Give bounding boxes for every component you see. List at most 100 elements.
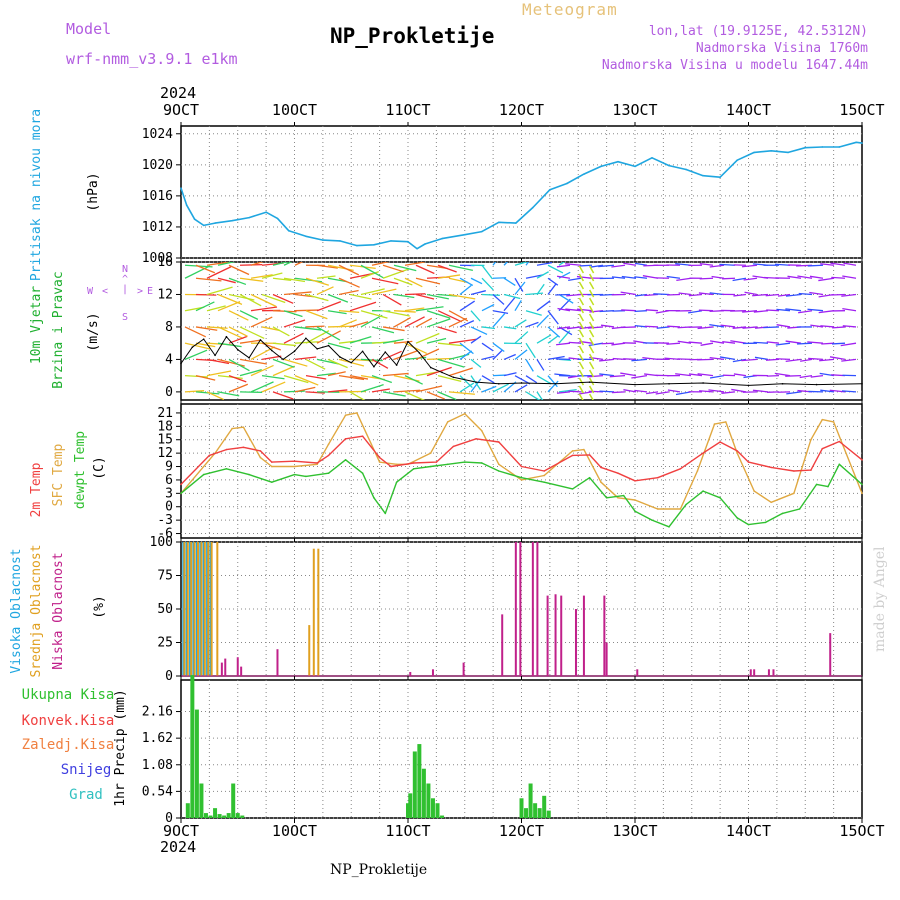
precip-bar <box>546 810 551 818</box>
sfc-temp-series-point <box>429 452 432 454</box>
wind-barb <box>514 375 531 385</box>
wind-barb <box>588 289 595 298</box>
wind-barb <box>525 321 539 328</box>
wind-barb <box>327 371 346 377</box>
wind-barb <box>393 340 413 344</box>
wind-barb <box>732 277 747 282</box>
wind-barb <box>327 342 351 350</box>
wind-barb <box>807 264 824 267</box>
temp-2m-series-point <box>600 466 602 469</box>
sfc-temp-series-point <box>242 426 245 429</box>
wind-barb <box>842 307 857 312</box>
wind-barb <box>556 342 571 346</box>
low-cloud-bar <box>409 671 412 676</box>
wind-speed-series-point <box>407 340 409 343</box>
low-cloud-bar <box>514 542 517 676</box>
dewpt-series-point <box>395 481 398 483</box>
wind-barb <box>588 345 595 354</box>
wind-barb <box>698 309 714 312</box>
wind-barb <box>349 391 366 400</box>
bottom-year-label: 2024 <box>160 838 196 856</box>
mid-cloud-bar <box>197 542 200 676</box>
temp-2m-series-point <box>475 438 477 440</box>
wind-barb <box>775 342 791 346</box>
meteogram-label: Meteogram <box>522 0 618 19</box>
wind-barb <box>184 326 207 338</box>
mid-cloud-bar <box>317 548 320 676</box>
mid-cloud-bar <box>210 542 213 676</box>
wind-barb <box>206 286 233 296</box>
wind-barb <box>818 277 835 282</box>
wind-barb <box>807 308 824 312</box>
wind-barb <box>776 324 791 328</box>
wind-barb <box>536 375 552 385</box>
wind-barb <box>437 342 463 347</box>
wind-barb <box>609 374 626 378</box>
wind-barb <box>821 342 835 345</box>
wind-barb <box>525 342 536 359</box>
precip-bar <box>417 744 422 818</box>
sfc-temp-series-point <box>498 463 500 466</box>
sfc-temp-series-point <box>713 423 716 425</box>
wind-barb <box>556 391 571 394</box>
mid-cloud-bar <box>203 542 206 676</box>
precip-bar <box>426 783 431 818</box>
wind-barb <box>829 389 846 393</box>
wind-barb <box>785 308 802 312</box>
wind-barb <box>448 367 473 377</box>
wind-barb <box>206 262 231 266</box>
y-tick-label: 75 <box>157 569 173 584</box>
precip-bar <box>199 783 204 818</box>
dewpt-series-point <box>327 472 330 475</box>
wind-barb <box>448 338 477 344</box>
wind-barb <box>699 277 714 280</box>
wind-speed-series-point <box>418 352 421 354</box>
wind-barb <box>578 281 585 290</box>
pressure-series-point <box>719 176 721 179</box>
wind-barb <box>588 369 595 378</box>
wind-barb <box>283 332 304 344</box>
wind-barb <box>206 326 228 329</box>
wind-barb <box>217 375 243 380</box>
compass-glyph: E <box>147 286 153 297</box>
wind-barb <box>644 293 659 297</box>
low-cloud-bar <box>546 595 549 676</box>
wind-barb <box>578 265 585 274</box>
precip-bar <box>235 813 240 818</box>
sfc-temp-series-point <box>725 421 727 423</box>
dewpt-series-point <box>543 481 545 483</box>
wind-barb <box>327 277 347 283</box>
wind-barb <box>272 293 294 304</box>
wind-barb <box>250 316 273 328</box>
dewpt-series-point <box>480 462 483 464</box>
wind-barb <box>448 317 468 328</box>
sfc-temp-series-point <box>617 497 619 499</box>
wind-barb <box>470 335 482 344</box>
precip-bar <box>524 808 529 818</box>
wind-barb <box>492 383 509 393</box>
dewpt-series-point <box>668 526 670 528</box>
wind-barb <box>588 281 595 290</box>
wind-barb <box>470 326 488 335</box>
wind-barb <box>415 277 441 285</box>
wind-barb <box>785 358 802 363</box>
wind-barb <box>404 375 423 385</box>
wind-barb <box>656 326 670 329</box>
bottom-time-tick: 14OCT <box>726 822 771 840</box>
pressure-series-point <box>463 233 466 236</box>
y-tick-label: 1024 <box>142 127 173 142</box>
precip-frozen-label: Zaledj.Kisa <box>22 737 115 753</box>
wind-barb <box>228 383 249 393</box>
dewpt-series-point <box>446 463 449 466</box>
wind-barb <box>261 293 286 304</box>
wind-barb <box>250 293 277 307</box>
pressure-series-point <box>651 157 653 159</box>
pressure-series-point <box>753 151 755 154</box>
wind-barb <box>722 277 736 280</box>
wind-barb <box>294 386 316 393</box>
wind-barb <box>316 372 336 377</box>
wind-barb <box>305 293 329 302</box>
wind-barb <box>338 289 359 296</box>
wind-barb <box>741 358 758 362</box>
wind-barb <box>719 263 736 266</box>
